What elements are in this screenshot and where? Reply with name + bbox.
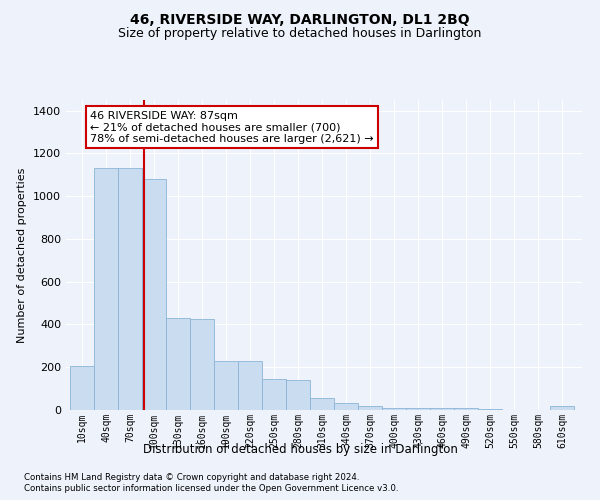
Text: Contains HM Land Registry data © Crown copyright and database right 2024.: Contains HM Land Registry data © Crown c… — [24, 472, 359, 482]
Text: 46 RIVERSIDE WAY: 87sqm
← 21% of detached houses are smaller (700)
78% of semi-d: 46 RIVERSIDE WAY: 87sqm ← 21% of detache… — [90, 110, 374, 144]
Bar — [238, 362, 262, 410]
Bar — [550, 406, 574, 410]
Bar — [118, 168, 142, 410]
Bar — [430, 408, 454, 410]
Bar — [310, 398, 334, 410]
Bar — [334, 402, 358, 410]
Bar — [142, 179, 166, 410]
Bar — [286, 380, 310, 410]
Bar — [478, 409, 502, 410]
Text: Distribution of detached houses by size in Darlington: Distribution of detached houses by size … — [143, 442, 457, 456]
Text: Contains public sector information licensed under the Open Government Licence v3: Contains public sector information licen… — [24, 484, 398, 493]
Bar — [166, 318, 190, 410]
Text: Size of property relative to detached houses in Darlington: Size of property relative to detached ho… — [118, 28, 482, 40]
Text: 46, RIVERSIDE WAY, DARLINGTON, DL1 2BQ: 46, RIVERSIDE WAY, DARLINGTON, DL1 2BQ — [130, 12, 470, 26]
Bar — [262, 379, 286, 410]
Bar — [454, 408, 478, 410]
Bar — [358, 406, 382, 410]
Y-axis label: Number of detached properties: Number of detached properties — [17, 168, 28, 342]
Bar — [190, 319, 214, 410]
Bar — [214, 361, 238, 410]
Bar — [70, 366, 94, 410]
Bar — [94, 168, 118, 410]
Bar — [382, 408, 406, 410]
Bar — [406, 408, 430, 410]
